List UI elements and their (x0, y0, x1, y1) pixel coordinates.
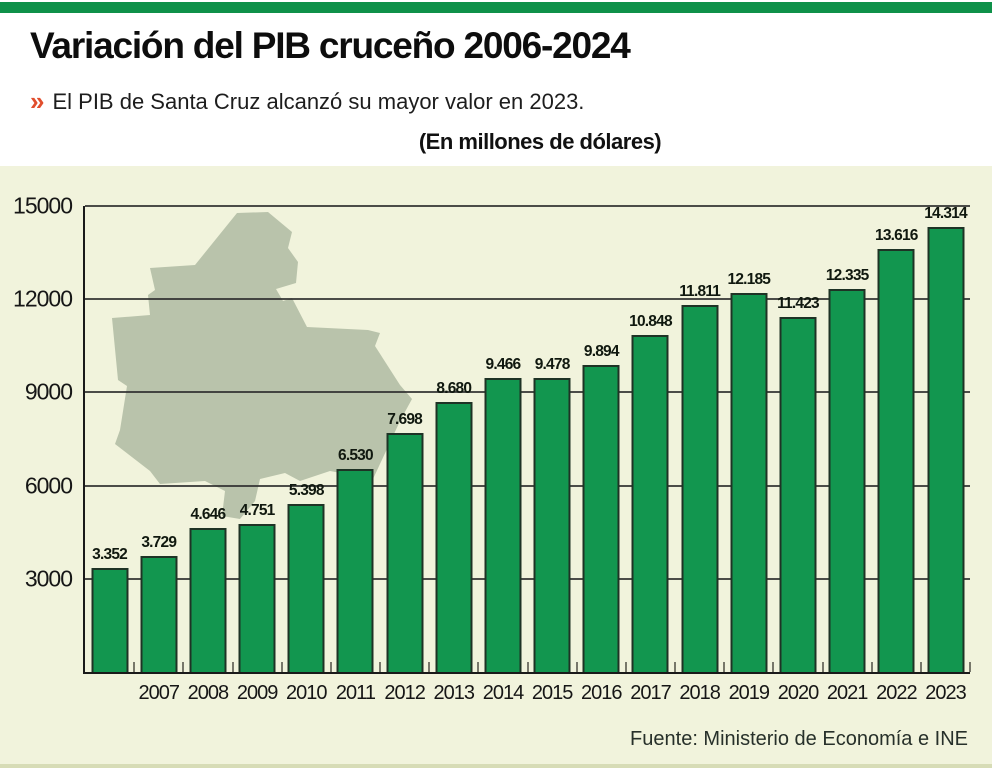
y-axis-line (83, 206, 85, 674)
x-tick-label: 2009 (236, 682, 278, 704)
bar-value-label: 13.616 (875, 227, 918, 244)
bar-slot-2015: 9.478 2015 (528, 206, 578, 704)
bar-slot-2014: 9.466 2014 (478, 206, 529, 704)
x-tick-label: 2007 (138, 682, 180, 704)
x-tick-label: 2017 (630, 682, 671, 704)
bar-slot-2012: 7.698 2012 (380, 206, 431, 704)
bar-slot-2007: 3.729 2007 (134, 206, 185, 704)
bar-value-label: 4.751 (239, 502, 276, 519)
bar-slot-2016: 9.894 2016 (577, 206, 628, 704)
bar-value-label: 12.185 (727, 271, 771, 288)
y-tick-label: 12000 (13, 285, 73, 312)
bar-2016 (582, 365, 620, 672)
bar-value-label: 3.352 (92, 546, 128, 563)
y-tick-label: 15000 (13, 192, 73, 219)
bar-slot-2009: 4.751 2009 (233, 206, 283, 704)
x-tick-label: 2015 (531, 682, 573, 704)
bar-2022 (877, 249, 915, 672)
bottom-accent-strip (0, 764, 992, 768)
bar-2023 (927, 227, 964, 672)
bar-2013 (435, 402, 473, 672)
bar-value-label: 10.848 (629, 313, 672, 330)
bar-2008 (189, 528, 227, 672)
x-tick-label: 2014 (482, 682, 524, 704)
bar-value-label: 4.646 (190, 506, 227, 523)
x-tick-label: 2020 (777, 682, 819, 704)
bar-2014 (484, 378, 522, 672)
bar-2021 (828, 289, 866, 672)
x-tick-label: 2011 (335, 682, 376, 704)
y-axis-labels: 3000 6000 9000 12000 15000 (0, 193, 78, 672)
bar-value-label: 14.314 (924, 205, 967, 222)
bar-value-label: 9.466 (485, 356, 522, 373)
subtitle-row: » El PIB de Santa Cruz alcanzó su mayor … (30, 85, 584, 116)
bar-slot-2021: 12.335 2021 (823, 206, 873, 704)
bar-slot-2013: 8.680 2013 (429, 206, 480, 704)
bars-container: 3.352 3.729 2007 4.646 2008 4.751 2009 5.398 201… (85, 205, 972, 704)
bar-2019 (730, 293, 768, 672)
bar-value-label: 8.680 (436, 380, 472, 397)
gridline-6000 (85, 484, 970, 487)
gridline-3000 (85, 577, 970, 580)
x-tick-label: 2008 (187, 682, 229, 704)
page-title: Variación del PIB cruceño 2006-2024 (30, 25, 631, 66)
santa-cruz-map-watermark-icon (112, 212, 412, 519)
bar-slot-2010: 5.398 2010 (282, 206, 333, 704)
bar-value-label: 7.698 (387, 411, 423, 428)
bar-slot-2019: 12.185 2019 (724, 206, 775, 704)
bar-value-label: 11.811 (679, 283, 721, 300)
bar-slot-2020: 11.423 2020 (773, 206, 824, 704)
x-tick-label: 2023 (925, 682, 966, 704)
chevron-bullet-icon: » (30, 86, 45, 116)
x-tick-label: 2010 (286, 682, 327, 704)
bar-2017 (631, 335, 669, 672)
x-tick-label: 2013 (433, 682, 475, 704)
x-axis-line (83, 672, 970, 674)
plot: 3.352 3.729 2007 4.646 2008 4.751 2009 5.398 201… (83, 205, 972, 704)
units-label: (En millones de dólares) (418, 129, 662, 154)
bar-2007 (140, 556, 178, 672)
bar-2009 (238, 524, 276, 672)
subtitle-text: El PIB de Santa Cruz alcanzó su mayor va… (52, 89, 585, 114)
bar-2012 (386, 433, 424, 672)
bar-value-label: 3.729 (141, 534, 177, 551)
bar-2010 (287, 504, 325, 672)
gridline-9000 (85, 391, 970, 394)
y-tick-label: 9000 (24, 378, 73, 405)
bar-value-label: 5.398 (288, 482, 325, 499)
bar-slot-2011: 6.530 2011 (331, 206, 382, 704)
y-tick-label: 6000 (24, 472, 73, 499)
bar-slot-2006: 3.352 (85, 206, 136, 672)
bar-value-label: 11.423 (777, 295, 820, 312)
gridline-12000 (85, 298, 970, 301)
bar-slot-2022: 13.616 2022 (872, 206, 923, 704)
bar-slot-2017: 10.848 2017 (626, 206, 677, 704)
x-tick-label: 2018 (679, 682, 720, 704)
bar-slot-2008: 4.646 2008 (183, 206, 234, 704)
bar-2011 (336, 469, 374, 672)
top-accent-strip (0, 2, 992, 13)
y-tick-label: 3000 (24, 565, 73, 592)
gridline-15000 (85, 205, 970, 207)
source-credit: Fuente: Ministerio de Economía e INE (630, 728, 968, 750)
x-tick-label: 2022 (876, 682, 917, 704)
bar-value-label: 12.335 (825, 267, 869, 284)
bar-2006 (91, 568, 129, 672)
bar-2020 (779, 317, 817, 672)
x-tick-label: 2012 (384, 682, 425, 704)
bar-value-label: 9.478 (534, 356, 571, 373)
bar-2018 (681, 305, 719, 672)
x-tick-label: 2016 (581, 682, 622, 704)
bar-value-label: 9.894 (583, 343, 620, 360)
x-tick-label: 2019 (728, 682, 770, 704)
bar-2015 (533, 378, 571, 672)
bar-slot-2023: 14.314 2023 (921, 205, 972, 704)
bar-slot-2018: 11.811 2018 (675, 206, 726, 704)
chart-area: 3000 6000 9000 12000 15000 3.352 3.729 2007 4.6… (0, 166, 992, 768)
bar-value-label: 6.530 (338, 447, 374, 464)
x-tick-label: 2021 (826, 682, 868, 704)
header: Variación del PIB cruceño 2006-2024 » El… (0, 13, 992, 166)
